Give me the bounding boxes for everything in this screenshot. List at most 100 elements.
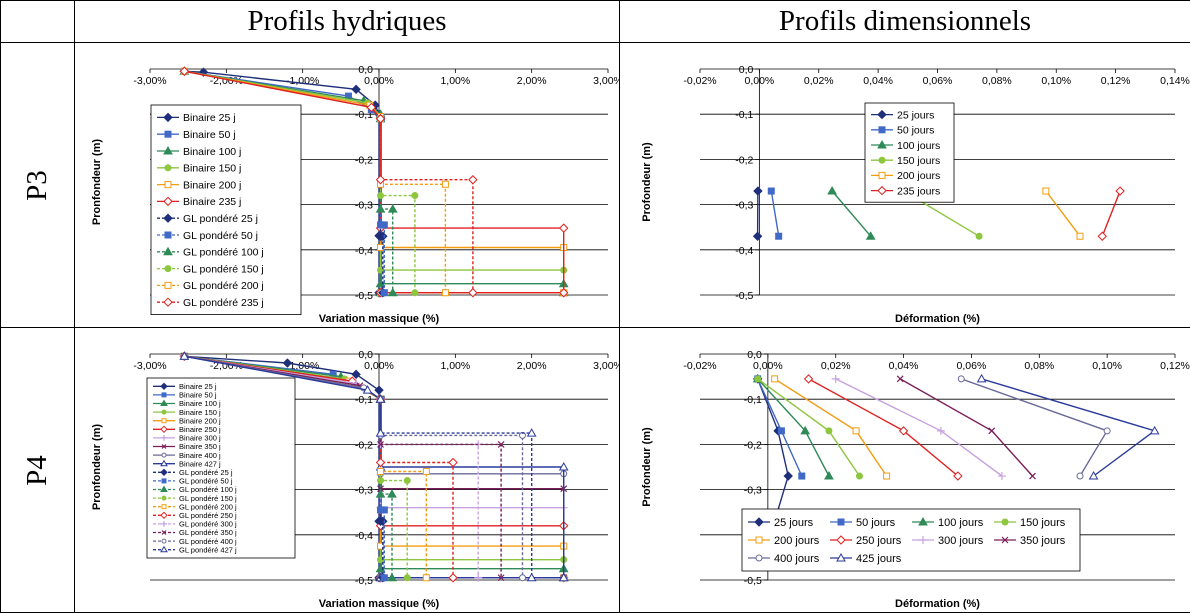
y-tick-label: 0,0 — [358, 64, 373, 76]
data-point — [412, 290, 418, 296]
series-line — [900, 379, 1032, 476]
x-tick-label: 0,06% — [923, 75, 953, 87]
legend-marker — [165, 165, 171, 171]
legend-label: Binaire 50 j — [183, 129, 236, 141]
data-point — [560, 224, 568, 232]
y-axis-title: Profondeur (m) — [641, 142, 653, 222]
legend-label: Binaire 150 j — [183, 163, 241, 175]
y-tick-label: -0,2 — [355, 154, 373, 166]
legend-label: 300 jours — [938, 535, 984, 547]
legend-marker — [879, 172, 885, 178]
data-point — [897, 376, 903, 382]
y-tick-label: -0,1 — [355, 394, 373, 406]
series-3 — [755, 376, 863, 479]
x-axis-title: Déformation (%) — [895, 598, 980, 610]
data-point — [799, 473, 805, 479]
y-axis-title: Pronfondeur (m) — [91, 139, 103, 225]
data-point — [754, 232, 762, 240]
header-dimensionnels: Profils dimensionnels — [620, 1, 1190, 43]
data-point — [381, 222, 387, 228]
y-tick-label: -0,5 — [355, 575, 373, 587]
legend-label: 400 jours — [774, 553, 820, 565]
series-line — [758, 379, 829, 476]
legend-label: 350 jours — [1020, 535, 1066, 547]
row-label-p3: P3 — [1, 43, 75, 328]
series-7 — [897, 376, 1035, 479]
x-axis-title: Variation massique (%) — [319, 598, 440, 610]
data-point — [378, 193, 384, 199]
data-point — [449, 574, 457, 582]
x-tick-label: 3,00% — [593, 75, 620, 87]
x-tick-label: -3,00% — [133, 360, 166, 372]
data-point — [404, 478, 410, 484]
data-point — [352, 370, 360, 378]
data-point — [381, 575, 387, 581]
series-line — [381, 119, 415, 293]
series-19 — [377, 395, 536, 581]
data-point — [853, 428, 859, 434]
cell-p3-dimensionnels: -0,02%0,00%0,02%0,04%0,06%0,08%0,10%0,12… — [620, 43, 1190, 328]
y-axis-title: Profondeur (m) — [641, 427, 653, 507]
x-tick-label: 0,10% — [1092, 360, 1122, 372]
y-tick-label: -0,4 — [355, 530, 373, 542]
data-point — [388, 490, 396, 497]
data-point — [772, 376, 778, 382]
legend-label: GL pondéré 150 j — [183, 263, 264, 275]
data-point — [442, 290, 448, 296]
y-tick-label: 0,0 — [358, 349, 373, 361]
y-tick-label: -0,3 — [355, 200, 373, 212]
series-9 — [978, 375, 1159, 479]
legend-label: Binaire 235 j — [183, 196, 241, 208]
legend-marker — [1002, 519, 1008, 525]
legend-label: 250 jours — [856, 535, 902, 547]
series-line — [836, 379, 1002, 476]
data-point — [989, 428, 995, 434]
cell-p4-hydriques: -3,00%-2,00%-1,00%0,00%1,00%2,00%3,00%0,… — [75, 328, 620, 613]
header-hydriques: Profils hydriques — [75, 1, 620, 43]
chart-p3-dimensionnels: -0,02%0,00%0,02%0,04%0,06%0,08%0,10%0,12… — [620, 43, 1190, 328]
data-point — [375, 386, 383, 394]
legend-label: GL pondéré 25 j — [183, 213, 258, 225]
cell-p4-dimensionnels: -0,02%0,00%0,02%0,04%0,06%0,08%0,10%0,12… — [620, 328, 1190, 613]
data-point — [423, 575, 429, 581]
series-line — [758, 379, 789, 521]
chart-p3-hydriques: -3,00%-2,00%-1,00%0,00%1,00%2,00%3,00%0,… — [75, 43, 620, 328]
y-tick-label: -0,5 — [355, 290, 373, 302]
x-tick-label: -0,02% — [683, 75, 716, 87]
legend-label: 25 jours — [897, 109, 934, 121]
chart-p4-dimensionnels: -0,02%0,00%0,02%0,04%0,06%0,08%0,10%0,12… — [620, 328, 1190, 613]
legend-marker — [165, 282, 171, 288]
legend-marker — [162, 393, 166, 397]
x-axis-title: Variation massique (%) — [319, 313, 440, 325]
data-point — [755, 376, 761, 382]
legend-label: GL pondéré 200 j — [183, 280, 264, 292]
legend-label: 425 jours — [856, 553, 902, 565]
data-point — [958, 376, 964, 382]
data-point — [884, 473, 890, 479]
y-tick-label: 0,0 — [739, 64, 754, 76]
legend-marker — [756, 537, 762, 543]
series-line — [775, 379, 887, 476]
series-8 — [958, 376, 1110, 479]
data-point — [976, 233, 982, 239]
data-point — [469, 289, 477, 297]
cell-p3-hydriques: -3,00%-2,00%-1,00%0,00%1,00%2,00%3,00%0,… — [75, 43, 620, 328]
y-tick-label: -0,4 — [735, 245, 753, 257]
x-tick-label: -3,00% — [133, 75, 166, 87]
data-point — [1077, 473, 1083, 479]
x-tick-label: 0,08% — [1024, 360, 1054, 372]
x-tick-label: 0,08% — [982, 75, 1012, 87]
x-tick-label: 0,10% — [1041, 75, 1071, 87]
data-point — [784, 472, 792, 480]
y-tick-label: -0,2 — [735, 154, 753, 166]
data-point — [826, 428, 832, 434]
legend-marker — [165, 266, 171, 272]
legend-label: 100 jours — [938, 517, 984, 529]
data-point — [768, 188, 774, 194]
data-point — [1077, 233, 1083, 239]
legend-label: 150 jours — [897, 155, 940, 167]
legend-label: Binaire 100 j — [183, 146, 241, 158]
series-10 — [378, 116, 449, 296]
data-point — [377, 458, 385, 466]
